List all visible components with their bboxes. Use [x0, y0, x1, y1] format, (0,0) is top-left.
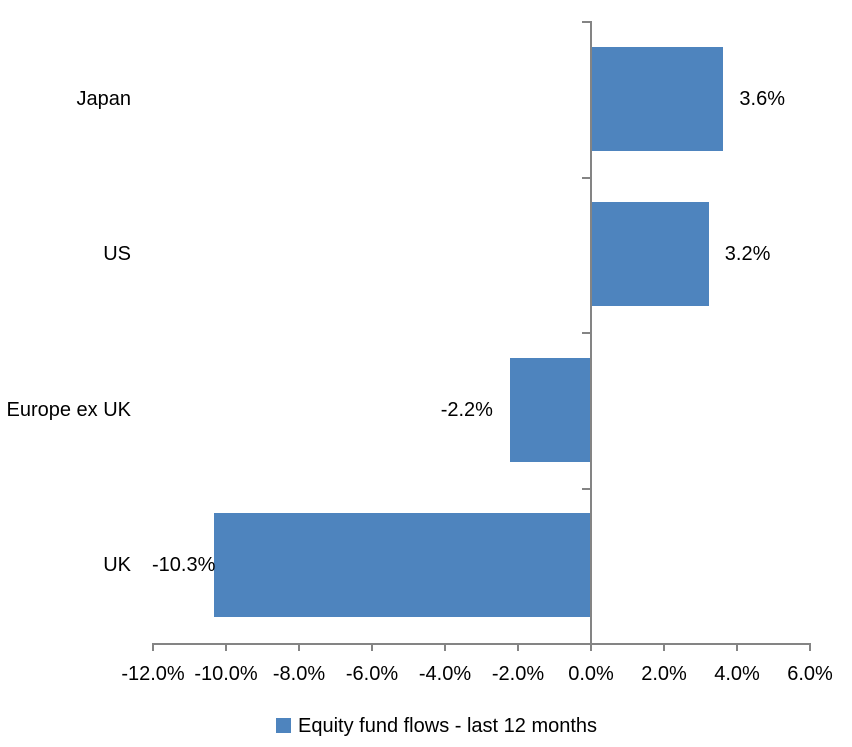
bar-value-label: 3.6% [739, 87, 785, 110]
category-tick [582, 487, 590, 490]
category-label: UK [103, 554, 131, 577]
x-tick-label: 0.0% [568, 663, 614, 685]
x-tick-label: -8.0% [272, 663, 326, 685]
x-tick [809, 645, 811, 651]
x-tick-label: 2.0% [641, 663, 687, 685]
x-tick [663, 645, 665, 651]
bar [592, 46, 724, 151]
legend-swatch [276, 718, 291, 733]
x-tick [590, 645, 592, 651]
x-tick-label: -4.0% [418, 663, 472, 685]
x-tick-label: -10.0% [194, 663, 258, 685]
x-tick [152, 645, 154, 651]
category-tick [582, 332, 590, 334]
x-tick-label: -2.0% [491, 663, 545, 685]
legend-label: Equity fund flows - last 12 months [298, 715, 598, 737]
category-tick [582, 21, 590, 23]
x-tick-label: -6.0% [345, 663, 399, 685]
bar [214, 513, 590, 618]
category-label: Europe ex UK [6, 398, 131, 421]
category-label: US [103, 243, 131, 266]
x-tick-label: 4.0% [714, 663, 760, 685]
x-tick [371, 645, 373, 651]
bar-value-label: -2.2% [440, 398, 493, 421]
y-axis-line [590, 21, 592, 651]
x-tick [517, 645, 519, 651]
x-tick-label: 6.0% [787, 663, 833, 685]
bar-value-label: -10.3% [152, 554, 216, 577]
category-label: Japan [76, 87, 132, 110]
x-axis-line [152, 643, 811, 645]
category-tick [582, 176, 590, 179]
x-tick [444, 645, 446, 651]
bar [509, 357, 590, 462]
bar-value-label: 3.2% [724, 243, 771, 266]
x-tick [736, 645, 738, 651]
x-tick [225, 645, 227, 651]
x-tick-label: -12.0% [121, 663, 185, 685]
x-tick [298, 645, 300, 651]
bar [592, 202, 709, 307]
